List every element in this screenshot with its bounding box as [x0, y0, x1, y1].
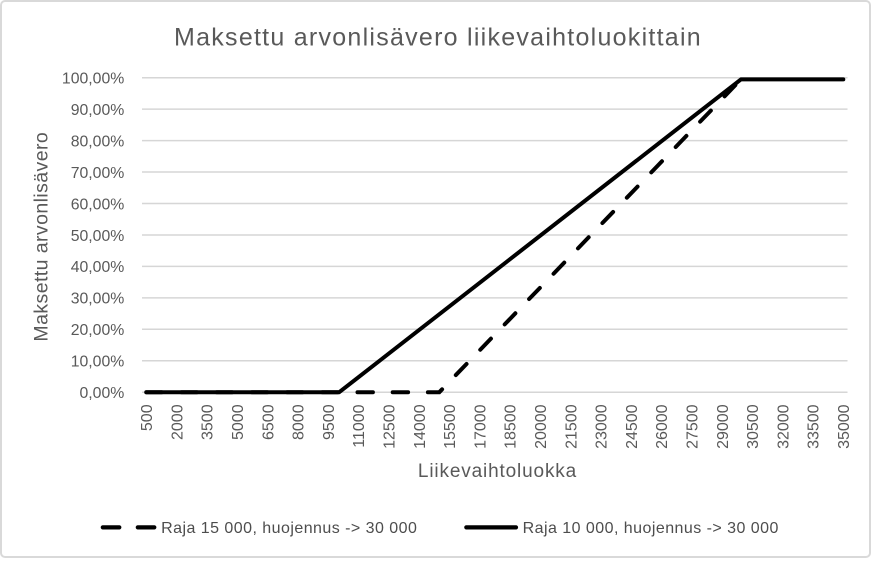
svg-text:100,00%: 100,00% [62, 71, 124, 88]
svg-text:26000: 26000 [654, 404, 671, 449]
svg-text:50,00%: 50,00% [71, 228, 125, 245]
svg-text:0,00%: 0,00% [80, 385, 125, 402]
svg-text:17000: 17000 [472, 404, 489, 449]
svg-text:18500: 18500 [503, 404, 520, 449]
svg-text:9500: 9500 [321, 404, 338, 440]
svg-text:20000: 20000 [533, 404, 550, 449]
svg-text:90,00%: 90,00% [71, 102, 125, 119]
svg-text:Maksettu arvonlisävero: Maksettu arvonlisävero [31, 132, 53, 342]
svg-text:70,00%: 70,00% [71, 165, 125, 182]
svg-text:33500: 33500 [806, 404, 823, 449]
svg-text:30,00%: 30,00% [71, 291, 125, 308]
svg-text:14000: 14000 [412, 404, 429, 449]
svg-text:8000: 8000 [291, 404, 308, 440]
svg-text:21500: 21500 [563, 404, 580, 449]
svg-text:27500: 27500 [685, 404, 702, 449]
svg-text:35000: 35000 [836, 404, 853, 449]
svg-text:Raja 15 000, huojennus -> 30 0: Raja 15 000, huojennus -> 30 000 [161, 520, 417, 537]
svg-text:Liikevaihtoluokka: Liikevaihtoluokka [418, 461, 577, 482]
svg-text:24500: 24500 [624, 404, 641, 449]
svg-text:23000: 23000 [594, 404, 611, 449]
svg-text:30500: 30500 [745, 404, 762, 449]
svg-text:10,00%: 10,00% [71, 354, 125, 371]
svg-text:60,00%: 60,00% [71, 196, 125, 213]
svg-text:5000: 5000 [230, 404, 247, 440]
svg-text:12500: 12500 [382, 404, 399, 449]
svg-text:20,00%: 20,00% [71, 322, 125, 339]
svg-text:40,00%: 40,00% [71, 259, 125, 276]
svg-text:Maksettu arvonlisävero liikeva: Maksettu arvonlisävero liikevaihtoluokit… [174, 23, 702, 51]
svg-text:500: 500 [139, 404, 156, 431]
svg-text:80,00%: 80,00% [71, 133, 125, 150]
svg-text:Raja 10 000, huojennus -> 30 0: Raja 10 000, huojennus -> 30 000 [523, 520, 779, 537]
svg-text:29000: 29000 [715, 404, 732, 449]
svg-text:15500: 15500 [442, 404, 459, 449]
svg-text:2000: 2000 [169, 404, 186, 440]
svg-text:6500: 6500 [260, 404, 277, 440]
svg-text:32000: 32000 [775, 404, 792, 449]
svg-text:3500: 3500 [200, 404, 217, 440]
svg-text:11000: 11000 [351, 404, 368, 447]
